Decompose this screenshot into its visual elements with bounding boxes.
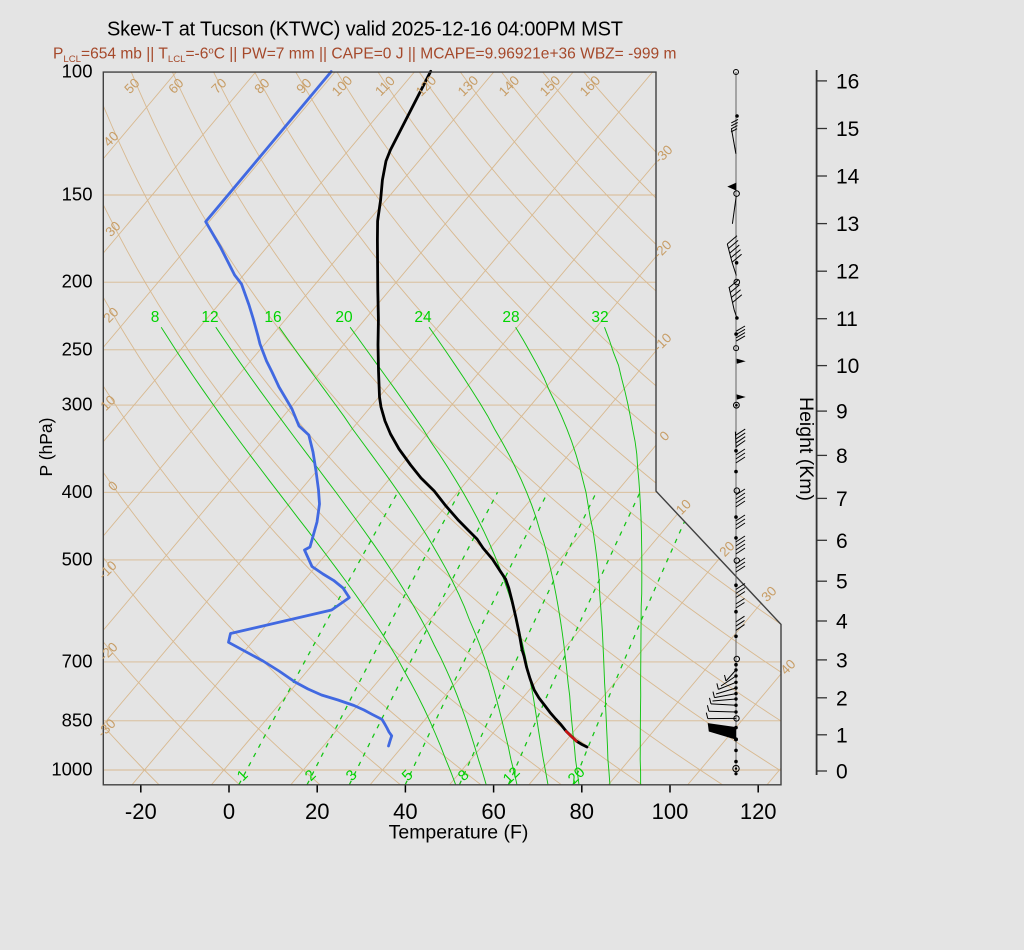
svg-text:Skew-T at Tucson (KTWC) valid: Skew-T at Tucson (KTWC) valid 2025-12-16… bbox=[107, 19, 623, 41]
svg-text:0: 0 bbox=[836, 761, 848, 784]
svg-text:400: 400 bbox=[62, 481, 93, 502]
svg-text:13: 13 bbox=[836, 213, 859, 236]
svg-text:0: 0 bbox=[223, 799, 235, 824]
svg-text:9: 9 bbox=[836, 401, 848, 424]
svg-text:100: 100 bbox=[652, 799, 689, 824]
svg-text:12: 12 bbox=[836, 261, 859, 284]
svg-text:3: 3 bbox=[836, 649, 848, 672]
svg-text:1000: 1000 bbox=[51, 759, 92, 780]
svg-text:5: 5 bbox=[836, 571, 848, 594]
svg-text:40: 40 bbox=[393, 799, 417, 824]
svg-text:850: 850 bbox=[62, 709, 93, 730]
svg-text:20: 20 bbox=[335, 309, 353, 326]
svg-text:16: 16 bbox=[836, 70, 859, 93]
svg-text:700: 700 bbox=[62, 650, 93, 671]
svg-text:100: 100 bbox=[62, 61, 93, 82]
svg-text:6: 6 bbox=[836, 530, 848, 553]
svg-text:150: 150 bbox=[62, 184, 93, 205]
svg-text:7: 7 bbox=[836, 488, 848, 511]
svg-text:32: 32 bbox=[591, 309, 608, 326]
svg-text:20: 20 bbox=[305, 799, 329, 824]
svg-text:1: 1 bbox=[836, 724, 848, 747]
svg-text:120: 120 bbox=[740, 799, 777, 824]
svg-text:4: 4 bbox=[836, 611, 848, 634]
svg-text:24: 24 bbox=[414, 309, 432, 326]
svg-text:200: 200 bbox=[62, 271, 93, 292]
svg-text:10: 10 bbox=[836, 355, 859, 378]
svg-text:500: 500 bbox=[62, 548, 93, 569]
svg-text:16: 16 bbox=[264, 309, 281, 326]
svg-text:11: 11 bbox=[836, 308, 858, 331]
svg-text:8: 8 bbox=[151, 309, 160, 326]
svg-text:28: 28 bbox=[502, 309, 519, 326]
svg-text:Temperature (F): Temperature (F) bbox=[389, 822, 529, 844]
svg-text:60: 60 bbox=[481, 799, 505, 824]
svg-text:250: 250 bbox=[62, 338, 93, 359]
svg-text:Height (Km): Height (Km) bbox=[795, 397, 817, 501]
svg-text:15: 15 bbox=[836, 118, 859, 141]
svg-text:P (hPa): P (hPa) bbox=[36, 417, 56, 476]
svg-text:300: 300 bbox=[62, 394, 93, 415]
svg-text:2: 2 bbox=[836, 687, 848, 710]
svg-text:8: 8 bbox=[836, 445, 848, 468]
svg-text:-20: -20 bbox=[125, 799, 157, 824]
svg-text:PLCL=654 mb || TLCL=-6oC || PW: PLCL=654 mb || TLCL=-6oC || PW=7 mm || C… bbox=[53, 46, 676, 66]
svg-text:12: 12 bbox=[201, 309, 218, 326]
svg-text:80: 80 bbox=[570, 799, 594, 824]
svg-text:14: 14 bbox=[836, 166, 860, 189]
